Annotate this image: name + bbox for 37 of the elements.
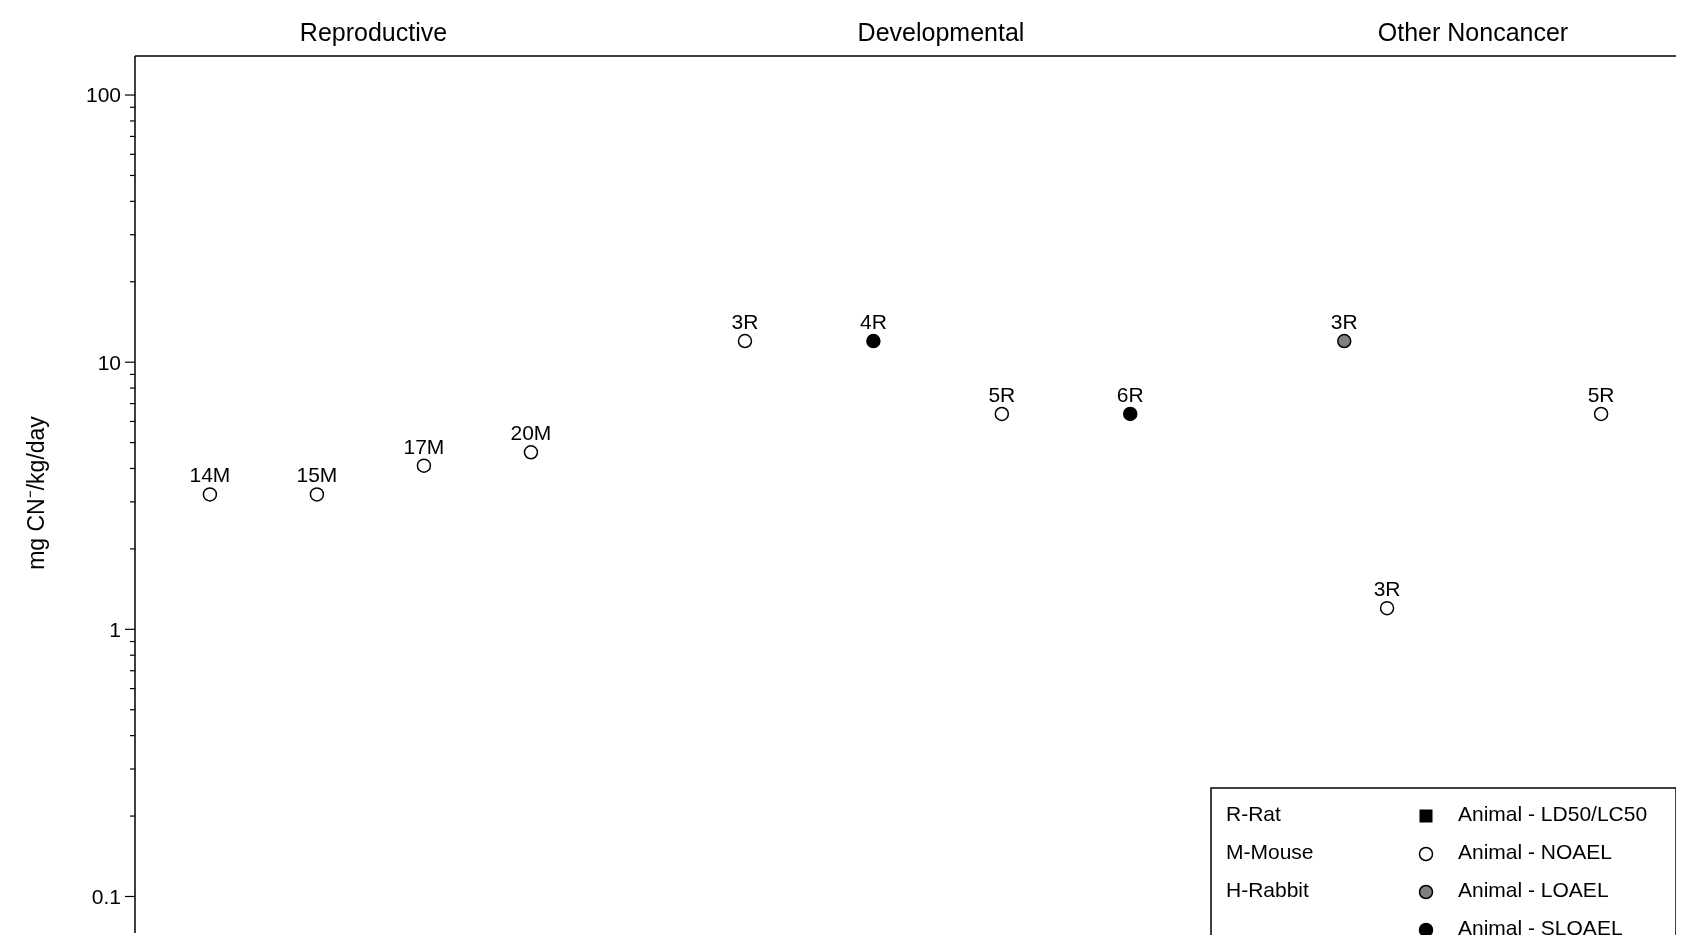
point: [309, 487, 325, 502]
y-tick-label: 100: [85, 83, 121, 107]
y-tick-label: 0.1: [91, 884, 121, 908]
series-label: 3R: [731, 310, 759, 334]
y-axis-title: mg CN⁻/kg/day: [23, 415, 49, 570]
point: [866, 333, 881, 349]
series-label: 5R: [988, 382, 1016, 406]
point: [416, 458, 432, 473]
point: [737, 333, 753, 349]
series-label: 14M: [189, 463, 231, 487]
series-label: 15M: [296, 463, 338, 487]
point: [1379, 600, 1395, 616]
legend-label: Animal - LOAEL: [1458, 878, 1609, 902]
y-tick-label: 10: [97, 350, 121, 374]
point: [523, 445, 539, 460]
annotation: M-Mouse: [1226, 840, 1314, 864]
series-label: 20M: [510, 421, 552, 445]
legend-label: Animal - NOAEL: [1458, 840, 1613, 864]
annotation: R-Rat: [1226, 802, 1281, 826]
text: Developmental: [857, 18, 1025, 46]
series-label: 6R: [1116, 382, 1144, 406]
text: Other Noncancer: [1377, 18, 1569, 46]
series-label: 3R: [1330, 310, 1358, 334]
point: [202, 487, 218, 502]
point: [1593, 406, 1609, 422]
y-tick-label: 1: [109, 617, 121, 641]
point: [1122, 406, 1138, 422]
series-label: 3R: [1373, 577, 1401, 601]
point: [1337, 333, 1352, 349]
point: [994, 406, 1010, 422]
annotation: H-Rabbit: [1226, 878, 1310, 902]
series-label: 4R: [859, 310, 887, 334]
series-label: 17M: [403, 434, 445, 458]
series-label: 5R: [1587, 382, 1615, 406]
legend-label: Animal - LD50/LC50: [1458, 802, 1648, 826]
legend-label: Animal - SLOAEL: [1458, 916, 1623, 940]
text: Reproductive: [299, 18, 448, 46]
